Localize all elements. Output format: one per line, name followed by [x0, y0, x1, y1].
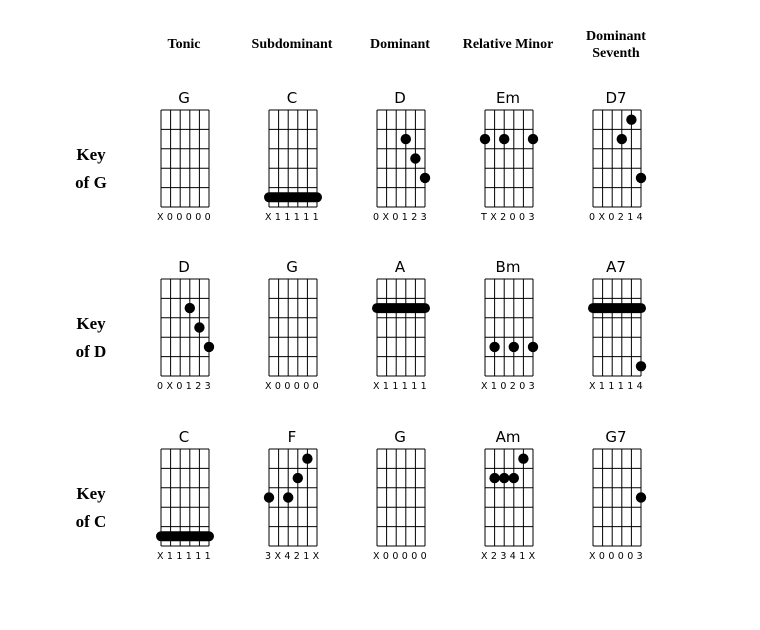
finger-dot [508, 341, 519, 353]
fingering: 0X0123 [157, 381, 214, 392]
row-label: of C [76, 512, 107, 531]
column-header: Subdominant [252, 37, 333, 52]
row-label: of G [75, 173, 107, 192]
chord-name: C [179, 428, 189, 446]
chord-diagram: C X11111 [264, 89, 322, 223]
finger-dot [489, 472, 500, 484]
column-header: Dominant [586, 29, 646, 44]
fingering: X2341X [481, 551, 539, 562]
finger-dot [626, 114, 637, 125]
finger-dot [283, 492, 294, 503]
barre [372, 303, 430, 314]
row-label: Key [76, 145, 106, 164]
finger-dot [489, 341, 500, 353]
fingering: X11111 [265, 212, 322, 223]
chord-name: D [394, 89, 406, 107]
finger-dot [499, 472, 510, 484]
chord-diagram: D 0X0123 [373, 89, 431, 223]
finger-dot [203, 341, 215, 353]
finger-dot [508, 472, 519, 484]
column-header: Relative Minor [463, 37, 554, 52]
chord-name: Em [496, 89, 520, 107]
row-label: Key [76, 484, 106, 503]
column-header: Seventh [592, 46, 640, 61]
chord-name: Bm [496, 258, 521, 276]
fingering: X11111 [157, 551, 214, 562]
finger-dot [635, 492, 647, 503]
chord-name: A [395, 258, 406, 276]
finger-dot [302, 453, 313, 464]
chord-name: Am [496, 428, 521, 446]
finger-dot [400, 133, 411, 145]
chord-name: D7 [605, 89, 626, 107]
chord-diagram: G X00000 [373, 428, 430, 562]
chord-diagram: G X00000 [265, 258, 322, 392]
finger-dot [419, 172, 431, 184]
barre [156, 531, 214, 542]
finger-dot [616, 133, 627, 145]
finger-dot [499, 133, 510, 145]
fingering: X11111 [373, 381, 430, 392]
chord-name: G [394, 428, 406, 446]
fingering: 0X0214 [589, 212, 646, 223]
finger-dot [292, 472, 303, 484]
fingering: X00000 [157, 212, 214, 223]
chord-diagram: Em TX2003 [479, 89, 539, 223]
fingering: X00003 [589, 551, 646, 562]
chord-name: G [286, 258, 298, 276]
chord-diagram: Bm X10203 [481, 258, 539, 392]
fingering: 0X0123 [373, 212, 430, 223]
finger-dot [184, 302, 195, 314]
chord-name: C [287, 89, 297, 107]
barre [264, 192, 322, 203]
chord-diagram: Am X2341X [481, 428, 539, 562]
column-header: Tonic [168, 37, 201, 52]
fingering: 3X421X [265, 551, 323, 562]
fingering: X11114 [589, 381, 646, 392]
chord-diagram: F 3X421X [263, 428, 323, 562]
chord-diagram: A7 X11114 [588, 258, 647, 392]
finger-dot [410, 153, 421, 164]
finger-dot [635, 172, 647, 184]
row-label: Key [76, 314, 106, 333]
chord-name: F [288, 428, 297, 446]
chord-diagram: G X00000 [157, 89, 214, 223]
chord-name: D [178, 258, 190, 276]
chord-diagram: C X11111 [156, 428, 214, 562]
chord-name: G [178, 89, 190, 107]
chord-diagram: G7 X00003 [589, 428, 647, 562]
finger-dot [527, 133, 539, 145]
finger-dot [518, 453, 529, 464]
column-header: Dominant [370, 37, 430, 52]
finger-dot [479, 133, 491, 145]
fingering: X10203 [481, 381, 538, 392]
row-label: of D [76, 342, 107, 361]
finger-dot [263, 492, 275, 503]
chord-diagram: D 0X0123 [157, 258, 215, 392]
barre [588, 303, 646, 314]
fingering: TX2003 [480, 212, 538, 223]
chord-name: A7 [606, 258, 626, 276]
finger-dot [194, 322, 205, 333]
chord-diagram: A X11111 [372, 258, 430, 392]
finger-dot [635, 361, 647, 372]
fingering: X00000 [373, 551, 430, 562]
chord-name: G7 [605, 428, 626, 446]
chord-diagram: D7 0X0214 [589, 89, 647, 223]
finger-dot [527, 341, 539, 353]
fingering: X00000 [265, 381, 322, 392]
